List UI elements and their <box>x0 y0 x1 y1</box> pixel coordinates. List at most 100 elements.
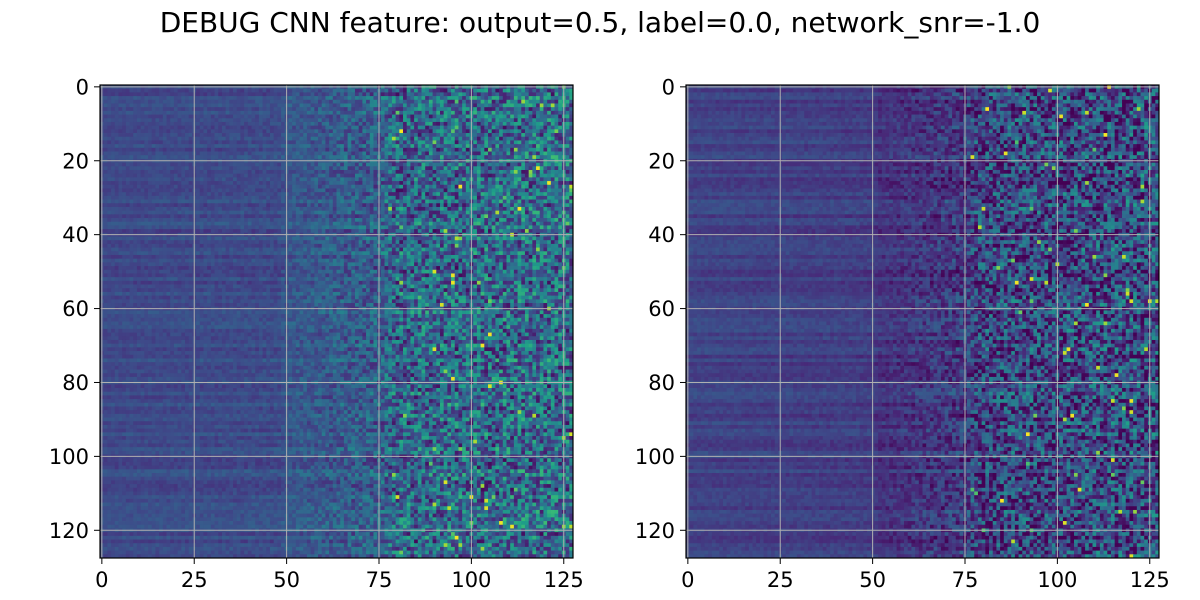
heatmap-cell <box>373 206 378 212</box>
heatmap-cell <box>506 221 511 226</box>
heatmap-cell <box>366 147 371 152</box>
heatmap-cell <box>524 199 530 204</box>
heatmap-cell <box>236 125 241 130</box>
heatmap-cell <box>513 92 518 97</box>
heatmap-cell <box>421 151 426 156</box>
heatmap-cell <box>521 166 526 171</box>
heatmap-cell <box>111 199 116 204</box>
heatmap-cell <box>325 121 330 127</box>
heatmap-cell <box>410 110 415 115</box>
heatmap-cell <box>258 144 263 149</box>
heatmap-cell <box>347 129 352 134</box>
heatmap-cell <box>188 133 193 138</box>
heatmap-cell <box>395 166 400 171</box>
heatmap-cell <box>484 173 489 178</box>
heatmap-cell <box>506 199 511 204</box>
heatmap-cell <box>210 192 215 197</box>
heatmap-cell <box>436 162 441 167</box>
heatmap-cell <box>229 110 234 115</box>
heatmap-cell <box>151 96 156 101</box>
heatmap-cell <box>510 192 515 197</box>
heatmap-cell <box>343 203 348 208</box>
heatmap-cell <box>162 136 167 141</box>
heatmap-cell <box>425 133 430 138</box>
heatmap-cell <box>421 162 426 167</box>
heatmap-cell <box>236 133 241 138</box>
heatmap-cell <box>288 188 293 193</box>
heatmap-cell <box>303 177 308 182</box>
heatmap-cell <box>133 218 138 223</box>
heatmap-cell <box>547 214 552 219</box>
heatmap-cell <box>107 140 112 145</box>
heatmap-cell <box>521 173 526 178</box>
heatmap-cell <box>318 192 323 197</box>
heatmap-cell <box>473 151 478 156</box>
heatmap-cell <box>188 144 193 149</box>
heatmap-cell <box>506 210 511 215</box>
heatmap-cell <box>251 140 256 145</box>
heatmap-cell <box>129 195 134 200</box>
heatmap-cell <box>454 221 459 226</box>
heatmap-cell <box>155 103 160 108</box>
heatmap-cell <box>465 155 470 160</box>
heatmap-cell <box>144 136 149 141</box>
heatmap-cell <box>210 103 215 108</box>
heatmap-cell <box>229 195 234 200</box>
heatmap-cell <box>299 206 304 212</box>
heatmap-cell <box>524 177 530 182</box>
heatmap-cell <box>495 103 500 108</box>
heatmap-cell <box>214 184 219 189</box>
heatmap-cell <box>343 136 348 141</box>
heatmap-cell <box>221 173 227 178</box>
heatmap-cell <box>318 169 323 175</box>
heatmap-cell <box>439 181 445 186</box>
heatmap-cell <box>447 107 452 112</box>
heatmap-cell <box>406 199 411 204</box>
heatmap-cell <box>384 214 389 219</box>
heatmap-cell <box>484 192 489 197</box>
heatmap-cell <box>451 125 456 130</box>
heatmap-cell <box>240 210 245 215</box>
heatmap-cell <box>569 203 574 208</box>
heatmap-cell <box>428 206 433 212</box>
heatmap-cell <box>314 210 319 215</box>
heatmap-cell <box>295 214 300 219</box>
heatmap-cell <box>543 181 548 186</box>
heatmap-cell <box>318 184 323 189</box>
heatmap-cell <box>458 169 463 175</box>
heatmap-cell <box>159 210 164 215</box>
heatmap-cell <box>532 214 537 219</box>
heatmap-cell <box>122 218 127 223</box>
heatmap-cell <box>539 218 544 223</box>
heatmap-cell <box>425 125 430 130</box>
heatmap-cell <box>214 162 219 167</box>
heatmap-cell <box>288 173 293 178</box>
heatmap-cell <box>292 88 297 93</box>
heatmap-cell <box>513 140 518 145</box>
heatmap-cell <box>366 218 371 223</box>
heatmap-cell <box>155 177 160 182</box>
heatmap-cell <box>210 188 215 193</box>
heatmap-cell <box>384 103 389 108</box>
heatmap-cell <box>233 181 238 186</box>
heatmap-cell <box>162 210 167 215</box>
heatmap-cell <box>125 210 130 215</box>
heatmap-cell <box>303 181 308 186</box>
heatmap-cell <box>491 110 496 115</box>
heatmap-cell <box>451 96 456 101</box>
heatmap-cell <box>173 151 179 156</box>
heatmap-cell <box>114 192 119 197</box>
heatmap-cell <box>410 151 415 156</box>
heatmap-cell <box>532 188 537 193</box>
heatmap-cell <box>266 121 271 127</box>
heatmap-cell <box>491 199 496 204</box>
heatmap-cell <box>258 140 263 145</box>
heatmap-cell <box>118 147 123 152</box>
heatmap-cell <box>181 118 186 123</box>
heatmap-cell <box>203 114 208 119</box>
heatmap-cell <box>414 114 419 119</box>
heatmap-cell <box>332 169 337 175</box>
heatmap-cell <box>524 166 530 171</box>
heatmap-cell <box>321 169 326 175</box>
heatmap-cell <box>299 162 304 167</box>
